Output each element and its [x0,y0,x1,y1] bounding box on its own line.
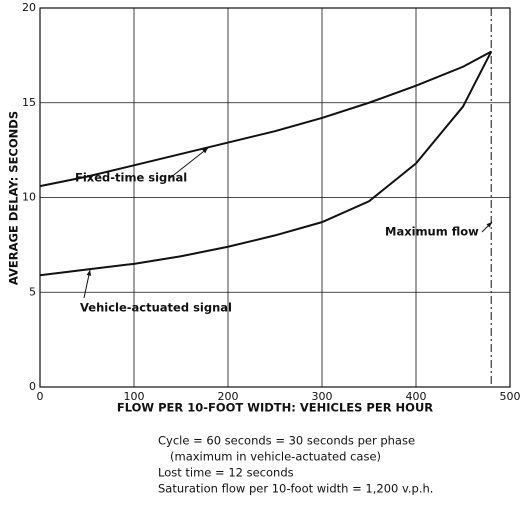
y-tick-label: 10 [22,191,36,204]
annotation: Fixed-time signal [75,171,187,185]
y-axis-label: AVERAGE DELAY: SECONDS [7,111,21,285]
x-tick-label: 200 [218,390,239,403]
y-tick-label: 20 [22,1,36,14]
note: (maximum in vehicle-actuated case) [170,450,381,464]
y-tick-label: 15 [22,96,36,109]
annotation: Vehicle-actuated signal [80,301,232,315]
y-tick-label: 0 [29,380,36,393]
note: Saturation flow per 10-foot width = 1,20… [158,482,433,496]
x-tick-label: 100 [124,390,145,403]
x-axis-label: FLOW PER 10-FOOT WIDTH: VEHICLES PER HOU… [117,401,433,415]
x-tick-label: 500 [500,390,521,403]
x-tick-label: 400 [406,390,427,403]
arrow-head [86,270,92,276]
y-tick-label: 5 [29,285,36,298]
note: Cycle = 60 seconds = 30 seconds per phas… [158,434,415,448]
line [39,50,492,188]
arrow-head [202,148,208,154]
x-tick-label: 0 [37,390,44,403]
arrow-head [486,222,492,228]
line [39,51,493,277]
annotation-arrow [169,147,209,179]
x-tick-label: 300 [312,390,333,403]
note: Lost time = 12 seconds [158,466,294,480]
annotation: Maximum flow [385,225,479,239]
